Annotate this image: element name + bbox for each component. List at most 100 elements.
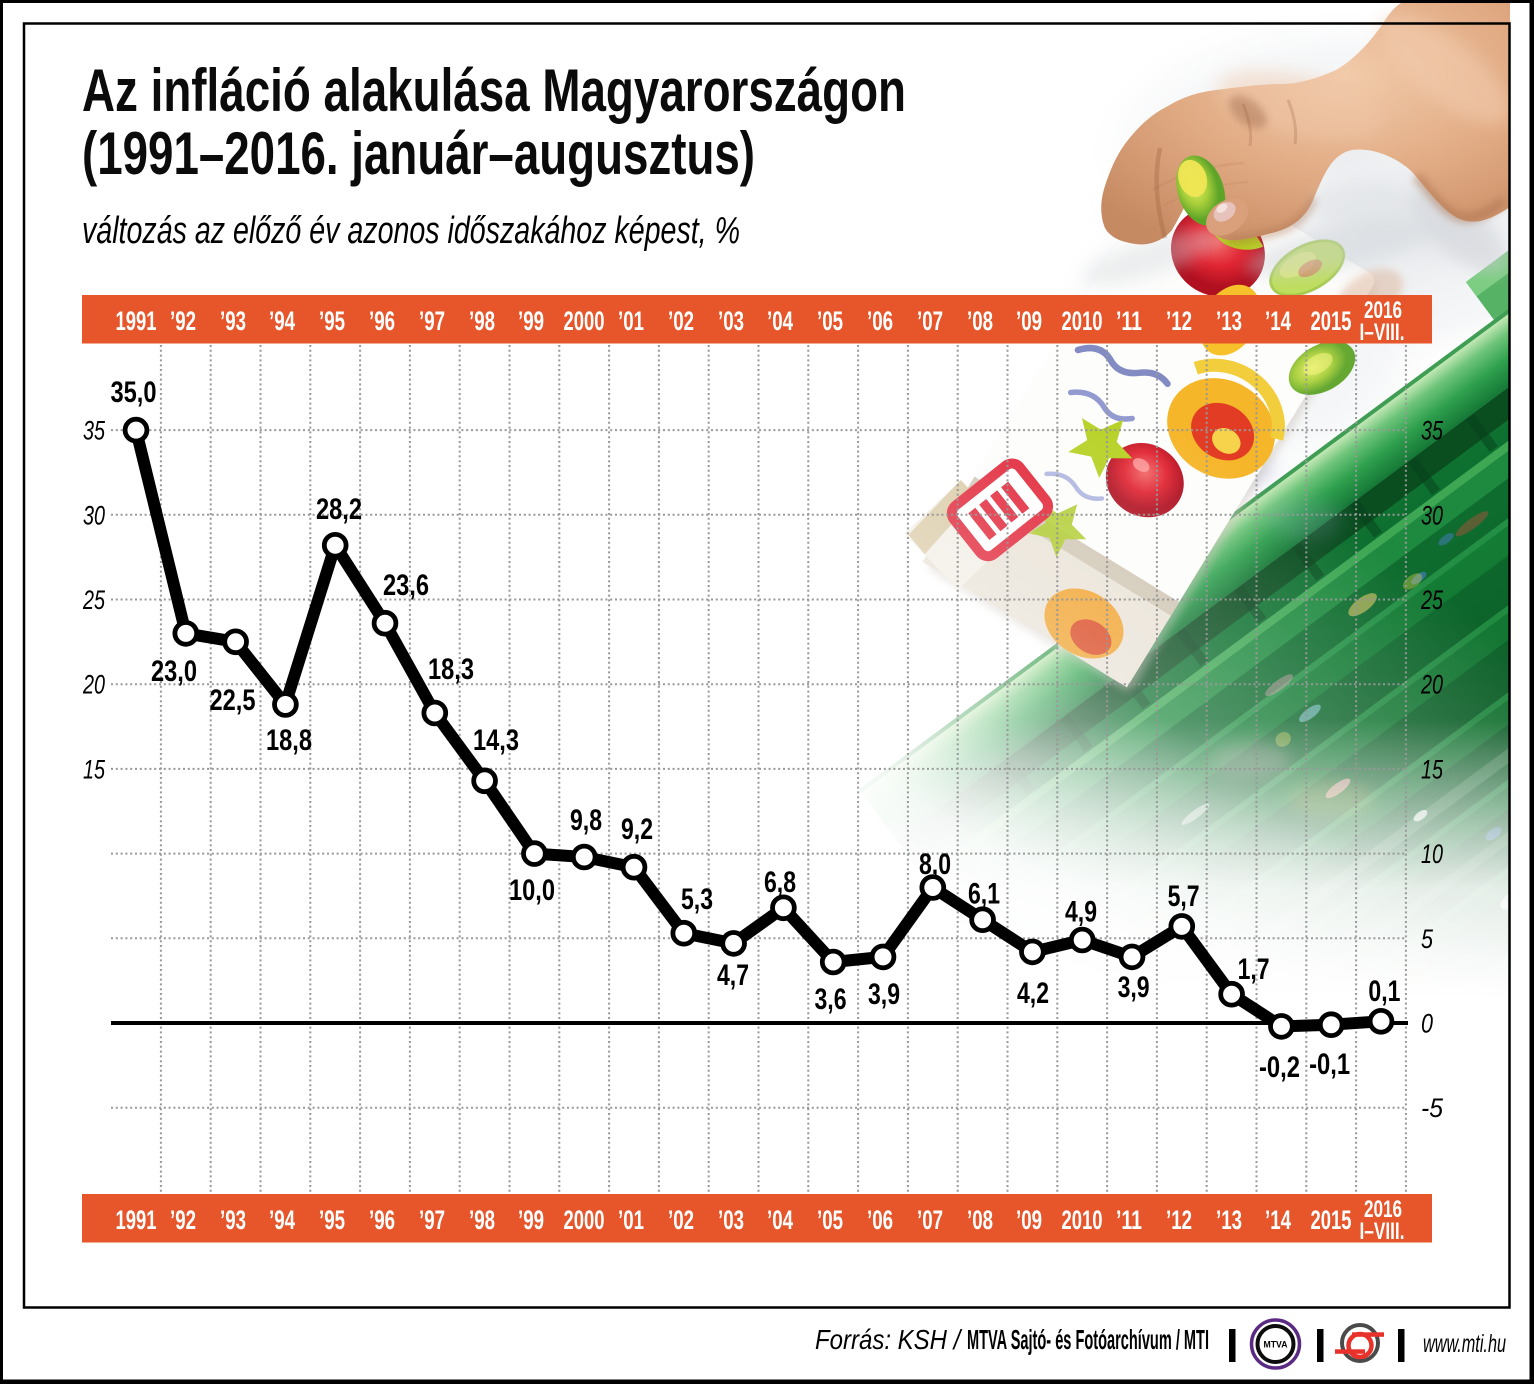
svg-text:’96: ’96 xyxy=(369,306,395,336)
svg-text:’08: ’08 xyxy=(967,306,993,336)
svg-text:6,8: 6,8 xyxy=(764,866,796,899)
svg-text:’97: ’97 xyxy=(419,306,445,336)
svg-text:28,2: 28,2 xyxy=(316,493,362,526)
svg-text:6,1: 6,1 xyxy=(968,878,1000,911)
svg-text:5: 5 xyxy=(1421,924,1434,954)
svg-text:www.mti.hu: www.mti.hu xyxy=(1423,1330,1506,1358)
svg-text:MTVA: MTVA xyxy=(1264,1340,1288,1351)
svg-text:I–VIII.: I–VIII. xyxy=(1360,1218,1405,1245)
svg-text:25: 25 xyxy=(82,585,105,615)
svg-text:4,7: 4,7 xyxy=(717,959,749,992)
svg-text:’07: ’07 xyxy=(917,1205,943,1235)
svg-text:14,3: 14,3 xyxy=(473,724,519,757)
svg-text:’09: ’09 xyxy=(1016,1205,1042,1235)
svg-text:’99: ’99 xyxy=(518,306,544,336)
svg-text:-5: -5 xyxy=(1421,1093,1444,1123)
svg-text:’92: ’92 xyxy=(170,1205,196,1235)
svg-text:2000: 2000 xyxy=(564,1205,605,1235)
svg-text:’04: ’04 xyxy=(767,306,793,336)
svg-text:20: 20 xyxy=(1420,670,1443,700)
svg-text:30: 30 xyxy=(1421,500,1443,530)
svg-text:18,8: 18,8 xyxy=(266,724,312,757)
svg-text:’01: ’01 xyxy=(618,1205,644,1235)
svg-text:változás az előző év azonos id: változás az előző év azonos időszakához … xyxy=(82,210,740,252)
svg-text:5,7: 5,7 xyxy=(1168,880,1200,913)
svg-text:’94: ’94 xyxy=(269,306,295,336)
svg-text:’11: ’11 xyxy=(1116,306,1142,336)
svg-text:’13: ’13 xyxy=(1216,1205,1242,1235)
svg-text:18,3: 18,3 xyxy=(428,653,474,686)
svg-text:9,2: 9,2 xyxy=(621,813,653,846)
svg-text:’12: ’12 xyxy=(1166,306,1192,336)
svg-text:’05: ’05 xyxy=(817,1205,843,1235)
svg-text:15: 15 xyxy=(83,754,106,784)
svg-text:23,0: 23,0 xyxy=(151,655,197,688)
svg-text:’94: ’94 xyxy=(269,1205,295,1235)
svg-text:30: 30 xyxy=(83,500,105,530)
svg-text:2015: 2015 xyxy=(1311,1205,1352,1235)
svg-text:2015: 2015 xyxy=(1311,306,1352,336)
svg-text:’95: ’95 xyxy=(319,1205,345,1235)
svg-text:9,8: 9,8 xyxy=(570,804,602,837)
svg-text:3,6: 3,6 xyxy=(815,983,847,1016)
svg-text:0: 0 xyxy=(1421,1009,1433,1039)
svg-text:’06: ’06 xyxy=(867,1205,893,1235)
svg-text:’14: ’14 xyxy=(1265,1205,1291,1235)
svg-text:’09: ’09 xyxy=(1016,306,1042,336)
svg-text:’99: ’99 xyxy=(518,1205,544,1235)
svg-text:1991: 1991 xyxy=(116,1205,157,1235)
svg-text:10: 10 xyxy=(1421,839,1443,869)
svg-text:8,0: 8,0 xyxy=(919,848,951,881)
svg-text:’03: ’03 xyxy=(718,1205,744,1235)
svg-text:2010: 2010 xyxy=(1062,306,1103,336)
svg-text:’14: ’14 xyxy=(1265,306,1291,336)
svg-text:’02: ’02 xyxy=(668,1205,694,1235)
svg-text:’01: ’01 xyxy=(618,306,644,336)
svg-text:’06: ’06 xyxy=(867,306,893,336)
svg-text:’92: ’92 xyxy=(170,306,196,336)
svg-text:I–VIII.: I–VIII. xyxy=(1360,319,1405,346)
svg-text:’95: ’95 xyxy=(319,306,345,336)
svg-text:22,5: 22,5 xyxy=(210,684,256,717)
svg-text:’02: ’02 xyxy=(668,306,694,336)
svg-text:0,1: 0,1 xyxy=(1368,975,1400,1008)
svg-text:3,9: 3,9 xyxy=(868,978,900,1011)
svg-text:15: 15 xyxy=(1421,754,1444,784)
svg-text:(1991–2016. január–augusztus): (1991–2016. január–augusztus) xyxy=(82,120,755,187)
svg-text:4,2: 4,2 xyxy=(1017,977,1049,1010)
svg-text:Forrás: KSH / MTVA Sajtó- és F: Forrás: KSH / MTVA Sajtó- és Fotóarchívu… xyxy=(815,1324,1209,1355)
svg-text:3,9: 3,9 xyxy=(1118,971,1150,1004)
svg-text:2010: 2010 xyxy=(1062,1205,1103,1235)
svg-text:’05: ’05 xyxy=(817,306,843,336)
svg-text:2000: 2000 xyxy=(564,306,605,336)
svg-text:1,7: 1,7 xyxy=(1238,953,1270,986)
svg-text:’96: ’96 xyxy=(369,1205,395,1235)
svg-text:20: 20 xyxy=(82,670,105,700)
svg-text:’93: ’93 xyxy=(220,306,246,336)
svg-text:2016: 2016 xyxy=(1364,1196,1402,1223)
svg-text:’97: ’97 xyxy=(419,1205,445,1235)
svg-text:’93: ’93 xyxy=(220,1205,246,1235)
svg-text:’04: ’04 xyxy=(767,1205,793,1235)
svg-text:Az infláció alakulása Magyaror: Az infláció alakulása Magyarországon xyxy=(82,57,906,124)
svg-text:’98: ’98 xyxy=(469,1205,495,1235)
svg-text:1991: 1991 xyxy=(116,306,157,336)
svg-text:25: 25 xyxy=(1420,585,1443,615)
svg-text:2016: 2016 xyxy=(1364,297,1402,324)
svg-text:’11: ’11 xyxy=(1116,1205,1142,1235)
svg-text:5,3: 5,3 xyxy=(681,883,713,916)
svg-text:-0,1: -0,1 xyxy=(1309,1048,1350,1081)
svg-text:’98: ’98 xyxy=(469,306,495,336)
svg-text:10,0: 10,0 xyxy=(509,874,555,907)
svg-text:35: 35 xyxy=(83,416,106,446)
svg-text:35: 35 xyxy=(1421,416,1444,446)
svg-text:’03: ’03 xyxy=(718,306,744,336)
svg-text:’07: ’07 xyxy=(917,306,943,336)
svg-text:23,6: 23,6 xyxy=(383,569,429,602)
svg-text:4,9: 4,9 xyxy=(1065,896,1097,929)
svg-text:’12: ’12 xyxy=(1166,1205,1192,1235)
svg-text:-0,2: -0,2 xyxy=(1259,1051,1300,1084)
svg-text:’08: ’08 xyxy=(967,1205,993,1235)
svg-text:’13: ’13 xyxy=(1216,306,1242,336)
svg-text:35,0: 35,0 xyxy=(111,376,157,409)
